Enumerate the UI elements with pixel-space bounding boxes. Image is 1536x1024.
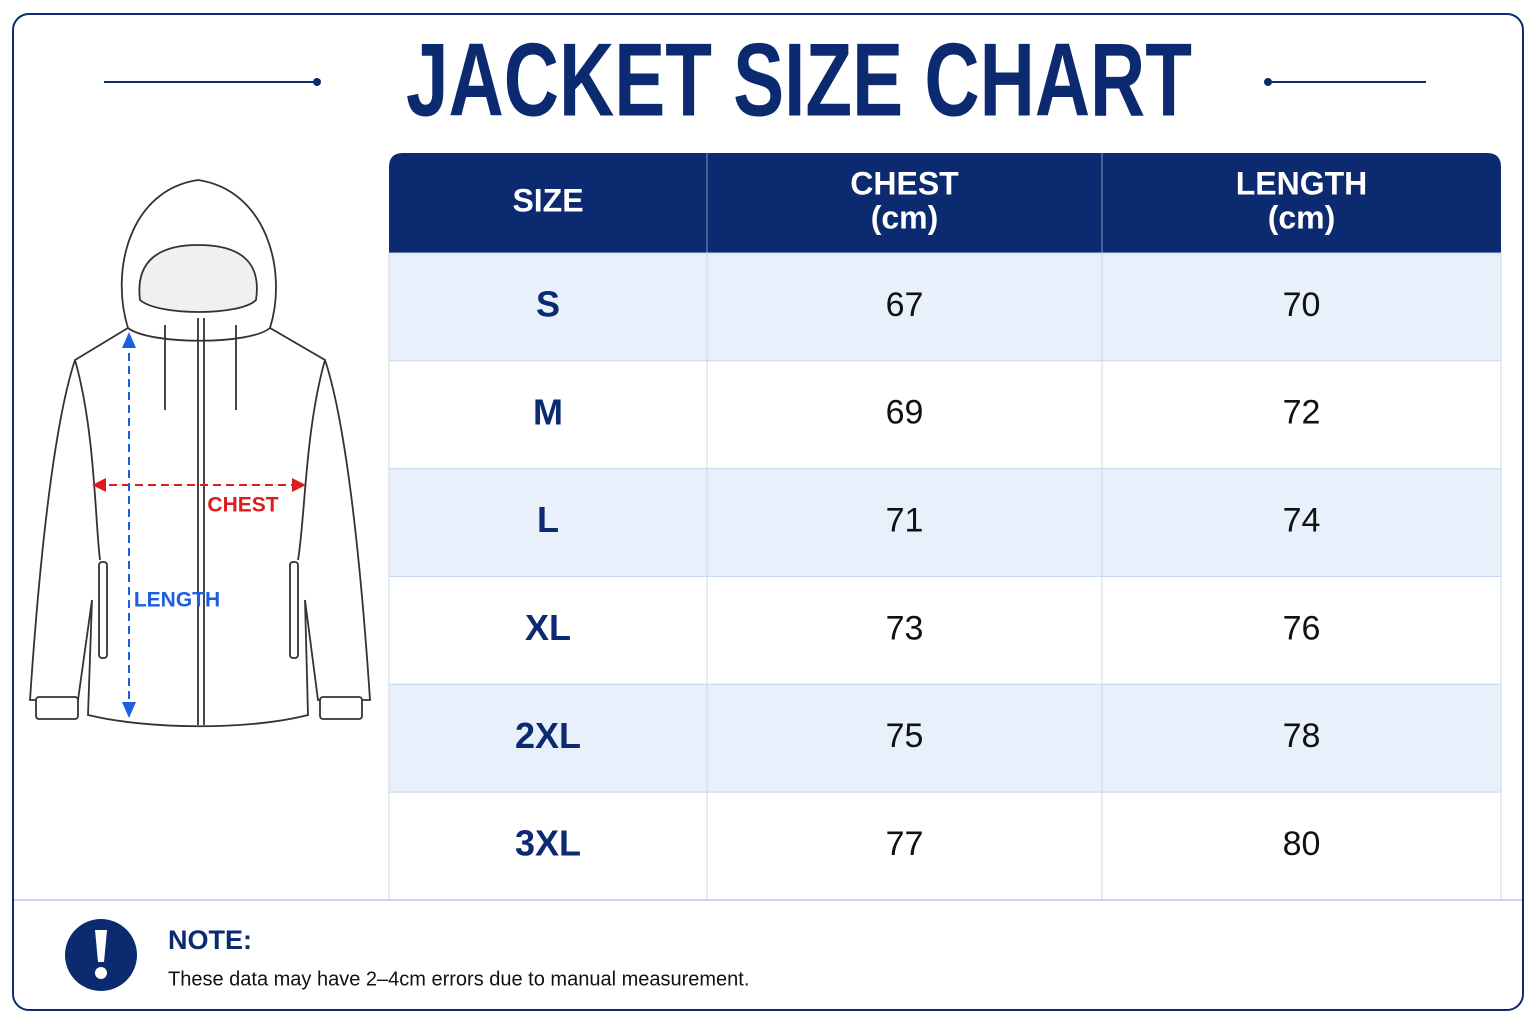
- row-background: [388, 468, 1502, 577]
- measure-cell: 70: [1283, 286, 1321, 324]
- size-cell: 2XL: [515, 715, 581, 756]
- measure-cell: 76: [1283, 609, 1321, 647]
- size-cell: S: [536, 283, 560, 324]
- column-header: CHEST: [850, 165, 959, 201]
- row-background: [388, 576, 1502, 685]
- size-cell: 3XL: [515, 823, 581, 864]
- note-icon-dot: [95, 967, 107, 979]
- column-header: (cm): [871, 199, 939, 235]
- column-header: (cm): [1268, 199, 1336, 235]
- title-rule-dot: [1264, 78, 1272, 86]
- length-label: LENGTH: [134, 589, 220, 612]
- measure-cell: 77: [886, 825, 924, 863]
- row-background: [388, 791, 1502, 901]
- row-background: [388, 252, 1502, 362]
- measure-cell: 69: [886, 394, 924, 432]
- chest-label: CHEST: [207, 494, 278, 517]
- row-background: [388, 360, 1502, 470]
- column-header: LENGTH: [1236, 165, 1368, 201]
- note-title: NOTE:: [168, 925, 252, 955]
- measure-cell: 72: [1283, 394, 1321, 432]
- size-cell: L: [537, 499, 559, 540]
- measure-cell: 67: [886, 286, 924, 324]
- measure-cell: 73: [886, 609, 924, 647]
- note-icon-bar: [95, 930, 107, 962]
- measure-cell: 74: [1283, 502, 1321, 540]
- jacket-illustration: [29, 179, 371, 728]
- column-header: SIZE: [512, 182, 583, 218]
- measure-cell: 80: [1283, 825, 1321, 863]
- size-cell: M: [533, 391, 563, 432]
- measure-cell: 71: [886, 502, 924, 540]
- note-text: These data may have 2–4cm errors due to …: [168, 968, 749, 990]
- title: JACKET SIZE CHART: [406, 22, 1192, 138]
- row-background: [388, 683, 1502, 793]
- measure-cell: 78: [1283, 717, 1321, 755]
- measure-cell: 75: [886, 717, 924, 755]
- size-table: SIZE CHEST(cm)LENGTH(cm)S 67 70M 69 72L 71 74XL…: [388, 153, 1502, 901]
- title-rule-dot: [313, 78, 321, 86]
- size-cell: XL: [525, 607, 571, 648]
- header-background: [389, 153, 1501, 253]
